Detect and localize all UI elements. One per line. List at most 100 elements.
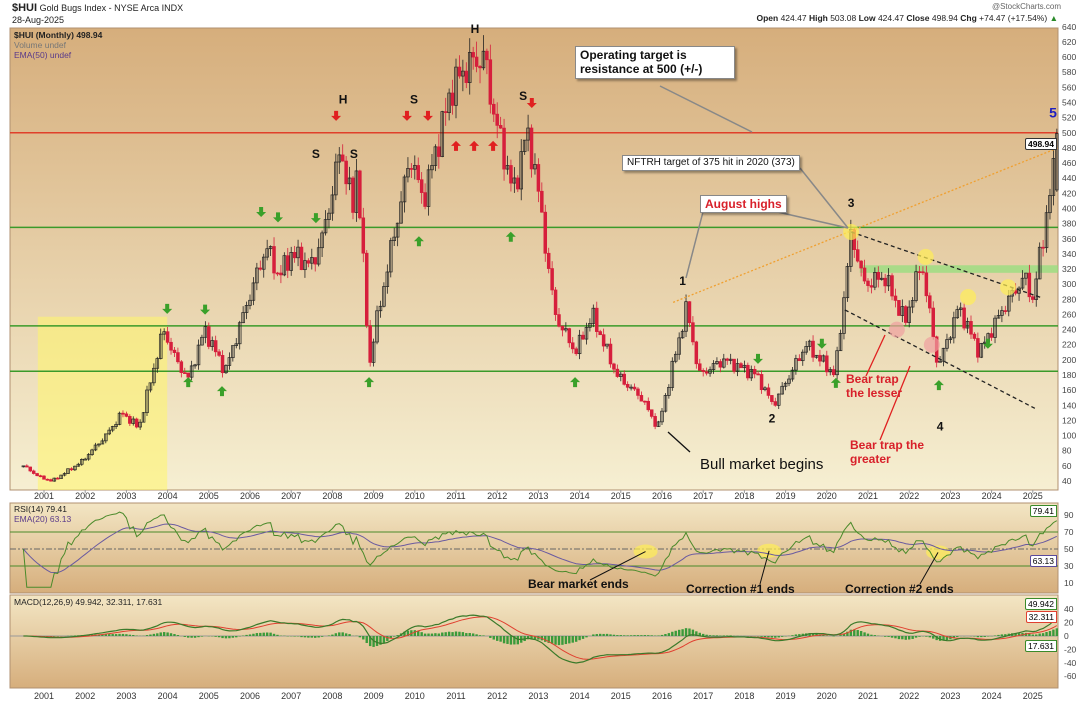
macd-histogram-bar — [358, 636, 362, 638]
candle — [248, 299, 252, 306]
macd-tag: 49.942 — [1025, 598, 1057, 610]
candle — [86, 454, 91, 460]
candle — [488, 59, 493, 105]
macd-histogram-bar — [976, 636, 980, 638]
x-tick-label: 2006 — [240, 491, 260, 501]
macd-histogram-bar — [1035, 634, 1038, 636]
candle — [629, 386, 633, 389]
chart-title: $HUI Gold Bugs Index - NYSE Arca INDX — [12, 2, 183, 14]
candle — [656, 421, 661, 427]
candle — [516, 177, 520, 190]
candle — [546, 252, 551, 269]
macd-histogram-bar — [159, 632, 162, 636]
macd-histogram-bar — [461, 632, 465, 636]
macd-histogram-bar — [252, 633, 255, 636]
candle — [1044, 212, 1049, 249]
candle — [1000, 310, 1004, 316]
macd-histogram-bar — [715, 635, 719, 636]
candle — [286, 255, 290, 271]
candle — [890, 275, 894, 297]
x-tick-label: 2019 — [776, 491, 796, 501]
candle — [234, 343, 239, 346]
candle — [742, 364, 747, 369]
pattern-label: 1 — [679, 274, 686, 288]
candle — [244, 305, 249, 313]
rsi-panel — [9, 502, 1059, 594]
macd-histogram-bar — [423, 633, 427, 636]
price-tick-label: 540 — [1062, 98, 1076, 108]
price-tick-label: 340 — [1062, 249, 1076, 259]
candle — [1051, 158, 1056, 196]
x-tick-label: 2015 — [611, 491, 631, 501]
candle — [344, 160, 348, 185]
price-tick-label: 260 — [1062, 309, 1076, 319]
candle — [251, 282, 256, 301]
x-tick-label: 2001 — [34, 491, 54, 501]
macd-histogram-bar — [255, 633, 259, 636]
price-tick-label: 140 — [1062, 400, 1076, 410]
candle — [553, 289, 558, 315]
candle — [107, 429, 111, 435]
macd-histogram-bar — [104, 634, 107, 636]
macd-histogram-bar — [173, 634, 176, 636]
candle — [323, 219, 328, 234]
x-tick-label: 2007 — [281, 491, 301, 501]
candle — [1020, 277, 1025, 289]
candle — [265, 248, 269, 258]
macd-tick-label: 0 — [1064, 631, 1069, 641]
candle — [28, 466, 33, 472]
ohlc-readout: Open 424.47 High 503.08 Low 424.47 Close… — [756, 13, 1058, 23]
x-tick-label: 2022 — [899, 491, 919, 501]
macd-histogram-bar — [73, 635, 77, 636]
x-tick-label: 2012 — [487, 491, 507, 501]
candle — [368, 325, 372, 363]
candle — [797, 358, 802, 362]
candle — [90, 449, 94, 455]
macd-histogram-bar — [152, 633, 156, 636]
macd-histogram-bar — [859, 630, 863, 636]
bear-trap-lesser-label: Bear trap the lesser — [846, 372, 903, 400]
macd-histogram-bar — [272, 633, 276, 636]
rsi-tick-label: 70 — [1064, 527, 1074, 537]
macd-histogram-bar — [365, 636, 368, 643]
candle — [526, 127, 530, 141]
candle — [351, 177, 355, 213]
x-tick-label-bottom: 2020 — [817, 691, 837, 701]
x-tick-label: 2023 — [940, 491, 960, 501]
pattern-label: 4 — [937, 419, 944, 433]
candle — [21, 465, 26, 468]
macd-histogram-bar — [677, 629, 681, 636]
candle — [176, 352, 180, 363]
macd-histogram-bar — [605, 633, 609, 636]
x-tick-label-bottom: 2015 — [611, 691, 631, 701]
candle — [625, 383, 630, 388]
candle — [814, 354, 819, 358]
macd-histogram-bar — [938, 636, 942, 641]
candle — [718, 361, 723, 368]
x-tick-label-bottom: 2001 — [34, 691, 54, 701]
macd-histogram-bar — [406, 630, 410, 636]
candle — [443, 111, 448, 113]
macd-tick-label: -40 — [1064, 658, 1077, 668]
candle — [45, 478, 50, 481]
candle — [588, 323, 592, 328]
macd-histogram-bar — [853, 629, 856, 636]
candle — [735, 363, 740, 372]
macd-histogram-bar — [492, 636, 495, 640]
candle — [509, 165, 513, 184]
candle — [945, 339, 949, 349]
price-panel — [9, 27, 1059, 491]
macd-histogram-bar — [633, 635, 636, 636]
macd-histogram-bar — [533, 636, 537, 640]
callout-connector — [659, 85, 753, 133]
price-tick-label: 400 — [1062, 203, 1076, 213]
macd-histogram-bar — [890, 636, 894, 638]
candle — [138, 421, 142, 428]
green-up-arrow-icon — [570, 377, 581, 388]
macd-histogram-bar — [396, 635, 399, 636]
pattern-label: H — [471, 22, 480, 36]
candle — [128, 416, 132, 424]
macd-histogram-bar — [1000, 634, 1004, 636]
candle — [505, 165, 510, 170]
candle — [255, 267, 259, 284]
